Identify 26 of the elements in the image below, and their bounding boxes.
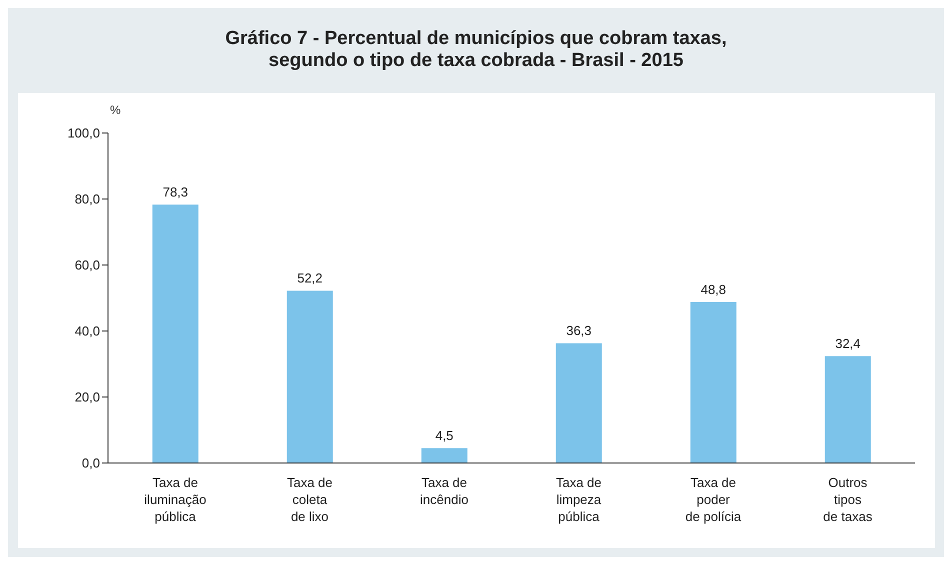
data-label: 52,2 <box>297 270 323 286</box>
bar <box>286 290 333 463</box>
x-tick-label: Taxa de coleta de lixo <box>286 475 333 524</box>
x-tick-label: Taxa de limpeza pública <box>556 475 602 524</box>
y-axis-title: % <box>110 103 121 117</box>
y-tick-label: 40,0 <box>74 324 100 339</box>
x-tick-label: Taxa de poder de polícia <box>685 475 742 524</box>
data-label: 4,5 <box>435 428 454 444</box>
x-tick-label: Taxa de incêndio <box>420 475 468 507</box>
x-tick-label: Taxa de iluminação pública <box>144 475 206 524</box>
y-tick-label: 100,0 <box>67 126 100 141</box>
data-label: 78,3 <box>162 184 188 200</box>
data-label: 48,8 <box>700 282 726 297</box>
x-tick-label: Outros tipos de taxas <box>823 475 873 524</box>
data-label: 36,3 <box>566 323 592 338</box>
bar <box>421 448 468 463</box>
data-label: 32,4 <box>835 336 861 352</box>
y-tick-label: 0,0 <box>82 456 100 471</box>
bar <box>824 356 871 463</box>
chart-title: Gráfico 7 - Percentual de municípios que cobram taxas, segundo o tipo de taxa cobrada - Brasil - 2015 <box>224 28 728 72</box>
bar <box>152 204 198 463</box>
bar <box>690 302 736 463</box>
y-tick-label: 60,0 <box>74 258 100 273</box>
bar <box>556 343 602 463</box>
y-tick-label: 20,0 <box>74 390 100 405</box>
y-tick-label: 80,0 <box>74 192 100 207</box>
